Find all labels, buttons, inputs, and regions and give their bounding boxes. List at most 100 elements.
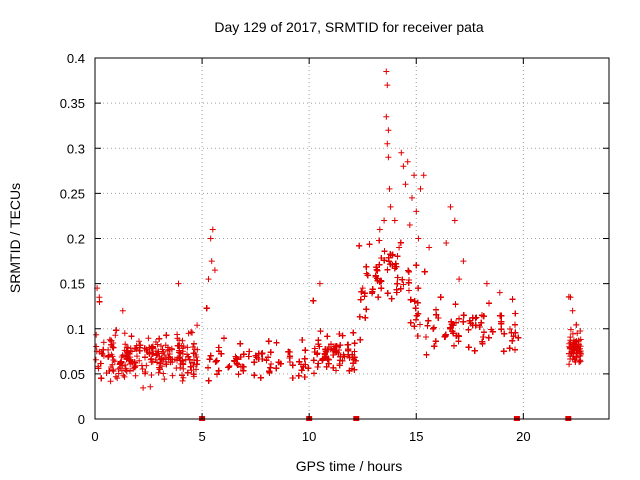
data-point — [388, 295, 395, 302]
data-point — [405, 268, 412, 275]
data-point — [333, 367, 339, 374]
data-point — [108, 337, 115, 344]
data-point — [273, 365, 280, 372]
data-point — [376, 237, 383, 244]
data-point — [185, 353, 192, 360]
data-point — [277, 360, 284, 367]
data-point — [265, 354, 271, 361]
data-point — [129, 359, 136, 366]
data-point — [363, 263, 370, 270]
data-point — [337, 342, 344, 349]
y-tick-label: 0.1 — [67, 322, 85, 337]
data-point — [406, 287, 412, 294]
data-point — [299, 337, 306, 343]
data-point — [569, 330, 576, 337]
data-point — [100, 339, 107, 346]
data-point — [510, 333, 517, 340]
data-point — [179, 360, 186, 367]
data-point — [383, 113, 390, 120]
data-point — [396, 244, 403, 251]
data-point — [158, 343, 164, 349]
data-point — [139, 366, 146, 372]
data-point — [206, 356, 213, 363]
data-point — [394, 280, 401, 287]
data-point — [424, 322, 431, 329]
data-point — [97, 360, 104, 367]
data-point — [415, 235, 422, 242]
data-point — [340, 351, 347, 358]
data-point — [357, 296, 364, 303]
data-point — [366, 241, 373, 248]
data-point — [469, 314, 476, 321]
data-point — [381, 248, 388, 255]
data-point — [381, 257, 388, 264]
data-point — [225, 364, 232, 370]
data-point — [466, 317, 473, 324]
data-point — [508, 329, 515, 336]
data-point — [399, 276, 406, 283]
data-point — [433, 306, 439, 313]
data-point — [398, 149, 405, 156]
data-point — [115, 370, 122, 377]
data-point — [485, 334, 492, 341]
data-point — [319, 355, 326, 362]
x-tick-label: 20 — [516, 429, 530, 444]
data-point — [376, 261, 383, 268]
data-point — [496, 289, 503, 296]
data-point — [215, 344, 222, 351]
data-point — [311, 349, 318, 355]
data-point — [190, 350, 197, 357]
data-point — [205, 364, 211, 371]
data-point — [394, 253, 401, 260]
data-point — [478, 319, 485, 326]
data-point — [414, 333, 421, 339]
data-point — [407, 296, 414, 303]
data-point — [327, 346, 334, 353]
chart-title: Day 129 of 2017, SRMTID for receiver pat… — [214, 19, 483, 35]
data-point — [176, 354, 183, 361]
data-point — [512, 346, 518, 353]
data-point — [453, 319, 459, 326]
data-point — [501, 330, 508, 337]
data-point — [235, 371, 242, 378]
data-point — [301, 355, 308, 362]
data-point — [193, 366, 199, 373]
data-point — [212, 358, 219, 365]
data-point — [426, 244, 433, 251]
data-point — [140, 384, 147, 391]
data-point — [322, 348, 329, 354]
data-point — [173, 365, 180, 372]
data-point — [411, 323, 418, 330]
data-point — [324, 333, 331, 340]
data-point — [369, 290, 375, 297]
data-point — [146, 350, 153, 357]
data-point — [121, 373, 128, 380]
data-point — [160, 370, 167, 377]
data-point — [193, 361, 200, 368]
data-point — [567, 334, 574, 341]
data-point — [573, 344, 579, 351]
data-point — [234, 361, 241, 368]
data-point — [191, 340, 197, 347]
data-point — [98, 375, 105, 382]
data-point — [161, 376, 168, 383]
data-point — [209, 226, 216, 233]
data-point — [231, 357, 238, 364]
data-point — [411, 172, 418, 179]
data-point — [413, 262, 420, 269]
data-point — [237, 340, 244, 347]
data-point — [384, 290, 391, 297]
data-point — [330, 364, 337, 371]
data-point — [98, 350, 105, 357]
data-point — [315, 337, 322, 344]
data-point — [417, 321, 423, 328]
y-tick-label: 0.25 — [60, 186, 85, 201]
data-point — [105, 353, 112, 360]
data-point — [237, 354, 244, 360]
y-axis-label: SRMTID / TECUs — [7, 183, 23, 293]
data-point — [420, 172, 427, 179]
data-point — [114, 375, 121, 382]
data-point — [480, 334, 487, 340]
data-point — [357, 336, 364, 343]
data-point — [566, 343, 573, 350]
